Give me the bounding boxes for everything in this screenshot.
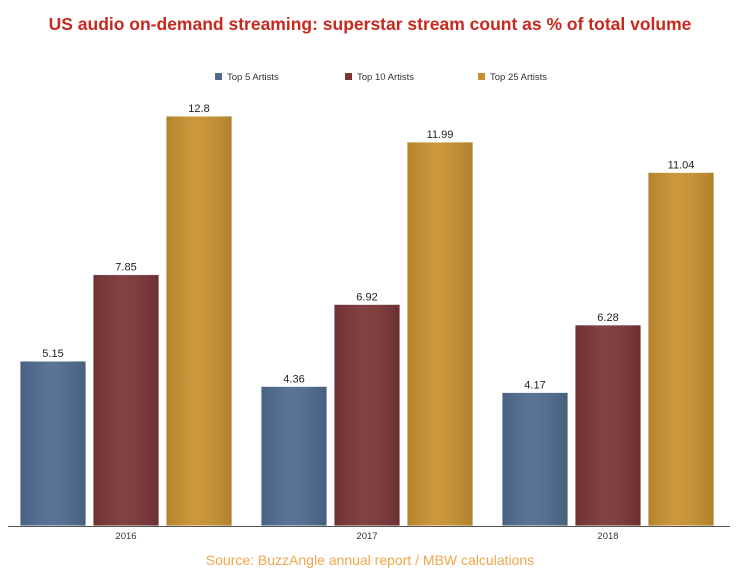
value-label-2016-series-2: 7.85: [115, 262, 136, 274]
bar-shading-2016-series-2: [93, 274, 159, 526]
bar-shading-2018-series-3: [648, 172, 714, 526]
value-label-2016-series-1: 5.15: [42, 348, 63, 360]
bar-shading-2018-series-2: [575, 324, 641, 526]
bar-shading-2016-series-3: [166, 116, 232, 526]
value-label-2018-series-1: 4.17: [524, 379, 545, 391]
source-note: Source: BuzzAngle annual report / MBW ca…: [205, 552, 535, 568]
bar-shading-2018-series-1: [502, 392, 568, 526]
value-label-2018-series-3: 11.04: [668, 159, 695, 171]
bar-shading-2017-series-3: [407, 141, 473, 526]
legend-swatch-3: [478, 73, 485, 80]
bars: [19, 115, 715, 527]
x-tick-label-2016: 2016: [115, 531, 136, 542]
legend-label-1: Top 5 Artists: [227, 72, 279, 83]
value-label-2017-series-1: 4.36: [283, 373, 304, 385]
legend-swatch-1: [215, 73, 222, 80]
value-label-2017-series-3: 11.99: [427, 129, 454, 141]
legend-label-3: Top 25 Artists: [490, 72, 547, 83]
x-axis-ticks: 2016 2017 2018: [115, 531, 618, 542]
chart-title: US audio on-demand streaming: superstar …: [48, 14, 692, 34]
value-labels: 5.15 7.85 12.8 4.36 6.92 11.99 4.17 6.28 11.04: [42, 103, 694, 391]
value-label-2018-series-2: 6.28: [597, 312, 618, 324]
x-tick-label-2018: 2018: [597, 531, 618, 542]
bar-shading-2017-series-1: [261, 386, 327, 526]
bar-shading-2017-series-2: [334, 304, 400, 526]
bar-shading-2016-series-1: [20, 361, 86, 526]
value-label-2016-series-3: 12.8: [188, 103, 209, 115]
legend: Top 5 Artists Top 10 Artists Top 25 Artist…: [215, 72, 547, 83]
value-label-2017-series-2: 6.92: [356, 291, 377, 303]
x-tick-label-2017: 2017: [356, 531, 377, 542]
legend-label-2: Top 10 Artists: [357, 72, 414, 83]
legend-swatch-2: [345, 73, 352, 80]
